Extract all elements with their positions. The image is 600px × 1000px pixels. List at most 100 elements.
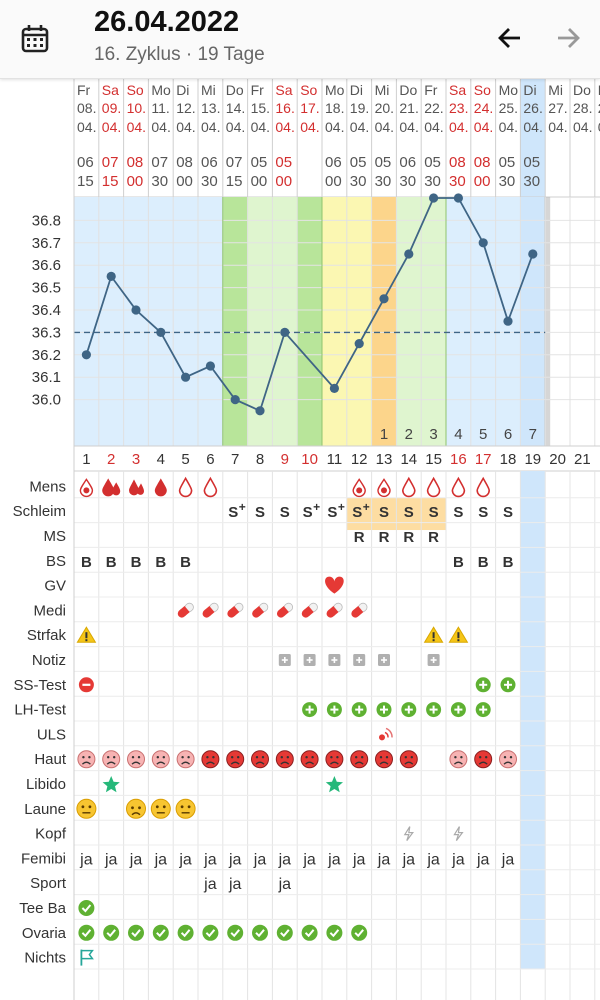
cell-face-red[interactable] xyxy=(251,750,269,769)
row-uls[interactable]: ULS xyxy=(37,726,393,743)
cell-ja[interactable]: ja xyxy=(228,851,242,868)
cell-ja[interactable]: ja xyxy=(228,876,242,893)
cell-R[interactable]: R xyxy=(379,529,390,546)
cell-face-pink[interactable] xyxy=(151,750,170,769)
cell-plus-green[interactable] xyxy=(401,702,417,718)
cell-mood-worried[interactable] xyxy=(126,798,146,819)
cell-note[interactable] xyxy=(328,654,341,666)
temperature-point[interactable] xyxy=(503,316,513,326)
cell-S+[interactable]: S + xyxy=(327,500,345,521)
cell-pill[interactable] xyxy=(201,602,220,620)
cell-ja[interactable]: ja xyxy=(129,851,143,868)
cell-ja[interactable]: ja xyxy=(278,876,292,893)
cell-check[interactable] xyxy=(202,924,219,941)
cell-plus-green[interactable] xyxy=(475,677,491,693)
cell-plus-green[interactable] xyxy=(475,702,491,718)
cell-bolt[interactable] xyxy=(453,826,464,841)
cell-heart[interactable] xyxy=(325,576,344,594)
next-cycle-button[interactable] xyxy=(552,22,584,54)
cell-R[interactable]: R xyxy=(354,529,365,546)
day-column-18[interactable]: Mo 25. 04. 05 30 xyxy=(499,82,519,190)
row-ss-test[interactable]: SS-Test xyxy=(13,677,516,694)
cell-warning[interactable] xyxy=(448,626,469,643)
cell-S+[interactable]: S + xyxy=(228,500,246,521)
day-column-2[interactable]: Sa 09. 04. 07 15 xyxy=(102,82,121,190)
cell-face-red[interactable] xyxy=(375,750,393,769)
day-column-5[interactable]: Di 12. 04. 08 00 xyxy=(176,82,195,190)
temperature-point[interactable] xyxy=(230,395,240,405)
cell-face-pink[interactable] xyxy=(176,750,195,769)
cell-bolt[interactable] xyxy=(403,826,414,841)
cell-face-pink[interactable] xyxy=(449,750,468,769)
cell-S[interactable]: S xyxy=(429,504,439,521)
cell-plus-green[interactable] xyxy=(426,702,442,718)
cell-S[interactable]: S xyxy=(255,504,265,521)
cell-check[interactable] xyxy=(351,924,368,941)
cell-plus-green[interactable] xyxy=(500,677,516,693)
temperature-point[interactable] xyxy=(156,327,166,337)
cell-S[interactable]: S xyxy=(404,504,414,521)
cell-mood-neutral[interactable] xyxy=(175,798,196,819)
day-column-4[interactable]: Mo 11. 04. 07 30 xyxy=(151,82,171,190)
row-strfak[interactable]: Strfak xyxy=(27,626,469,644)
cell-plus-green[interactable] xyxy=(302,702,318,718)
cell-drop-outline[interactable] xyxy=(476,476,491,498)
cell-B[interactable]: B xyxy=(131,554,142,571)
day-column-20[interactable]: Mi 27. 04. xyxy=(548,82,567,135)
temperature-point[interactable] xyxy=(81,350,91,360)
row-notiz[interactable]: Notiz xyxy=(32,652,440,669)
row-medi[interactable]: Medi xyxy=(33,602,368,620)
cell-check[interactable] xyxy=(177,924,194,941)
cell-pill[interactable] xyxy=(350,602,369,620)
cell-ja[interactable]: ja xyxy=(476,851,490,868)
row-laune[interactable]: Laune xyxy=(24,798,196,819)
cell-ja[interactable]: ja xyxy=(253,851,267,868)
cell-check[interactable] xyxy=(326,924,343,941)
cell-face-red[interactable] xyxy=(201,750,220,769)
day-column-10[interactable]: So 17. 04. xyxy=(300,82,319,135)
cell-plus-green[interactable] xyxy=(376,702,392,718)
row-ms[interactable]: MS R R R R xyxy=(44,528,440,546)
cell-B[interactable]: B xyxy=(503,554,514,571)
cell-face-red[interactable] xyxy=(474,750,493,769)
cell-check[interactable] xyxy=(227,924,244,941)
cell-R[interactable]: R xyxy=(428,529,439,546)
day-column-22[interactable]: F 2 0 xyxy=(598,82,600,135)
cell-face-pink[interactable] xyxy=(77,750,96,769)
day-column-3[interactable]: So 10. 04. 08 00 xyxy=(127,82,146,190)
cell-plus-green[interactable] xyxy=(351,702,367,718)
cell-ja[interactable]: ja xyxy=(104,851,118,868)
cell-ja[interactable]: ja xyxy=(79,851,93,868)
day-column-8[interactable]: Fr 15. 04. 05 00 xyxy=(251,82,270,190)
temperature-point[interactable] xyxy=(379,294,389,304)
cell-R[interactable]: R xyxy=(403,529,414,546)
row-schleim[interactable]: Schleim S + S S S + S + S + S S S S S S xyxy=(13,500,513,521)
cell-pill[interactable] xyxy=(226,602,245,620)
cell-B[interactable]: B xyxy=(453,554,464,571)
cell-note[interactable] xyxy=(303,654,316,666)
cell-check[interactable] xyxy=(152,924,169,941)
cell-pill[interactable] xyxy=(251,602,270,620)
cell-pill[interactable] xyxy=(325,602,344,620)
cell-ja[interactable]: ja xyxy=(203,851,217,868)
temperature-point[interactable] xyxy=(404,249,414,259)
cell-B[interactable]: B xyxy=(155,554,166,571)
calendar-button[interactable] xyxy=(18,22,52,56)
row-kopf[interactable]: Kopf xyxy=(35,826,464,843)
cell-ja[interactable]: ja xyxy=(377,851,391,868)
cell-B[interactable]: B xyxy=(81,554,92,571)
cell-face-pink[interactable] xyxy=(499,750,517,769)
day-column-19[interactable]: Di 26. 04. 05 30 xyxy=(523,82,542,190)
cell-check[interactable] xyxy=(128,924,144,941)
cell-ja[interactable]: ja xyxy=(154,851,168,868)
row-nichts[interactable]: Nichts xyxy=(24,949,94,967)
cell-drop-outline[interactable] xyxy=(178,476,193,498)
cell-drop-outline[interactable] xyxy=(203,476,218,498)
cell-face-red[interactable] xyxy=(275,750,294,769)
cell-note[interactable] xyxy=(427,654,440,666)
cell-drop-outline[interactable] xyxy=(401,476,416,498)
cell-check[interactable] xyxy=(252,924,268,941)
cell-ja[interactable]: ja xyxy=(426,851,440,868)
row-ovaria[interactable]: Ovaria xyxy=(22,924,368,942)
cell-pill[interactable] xyxy=(300,602,319,620)
